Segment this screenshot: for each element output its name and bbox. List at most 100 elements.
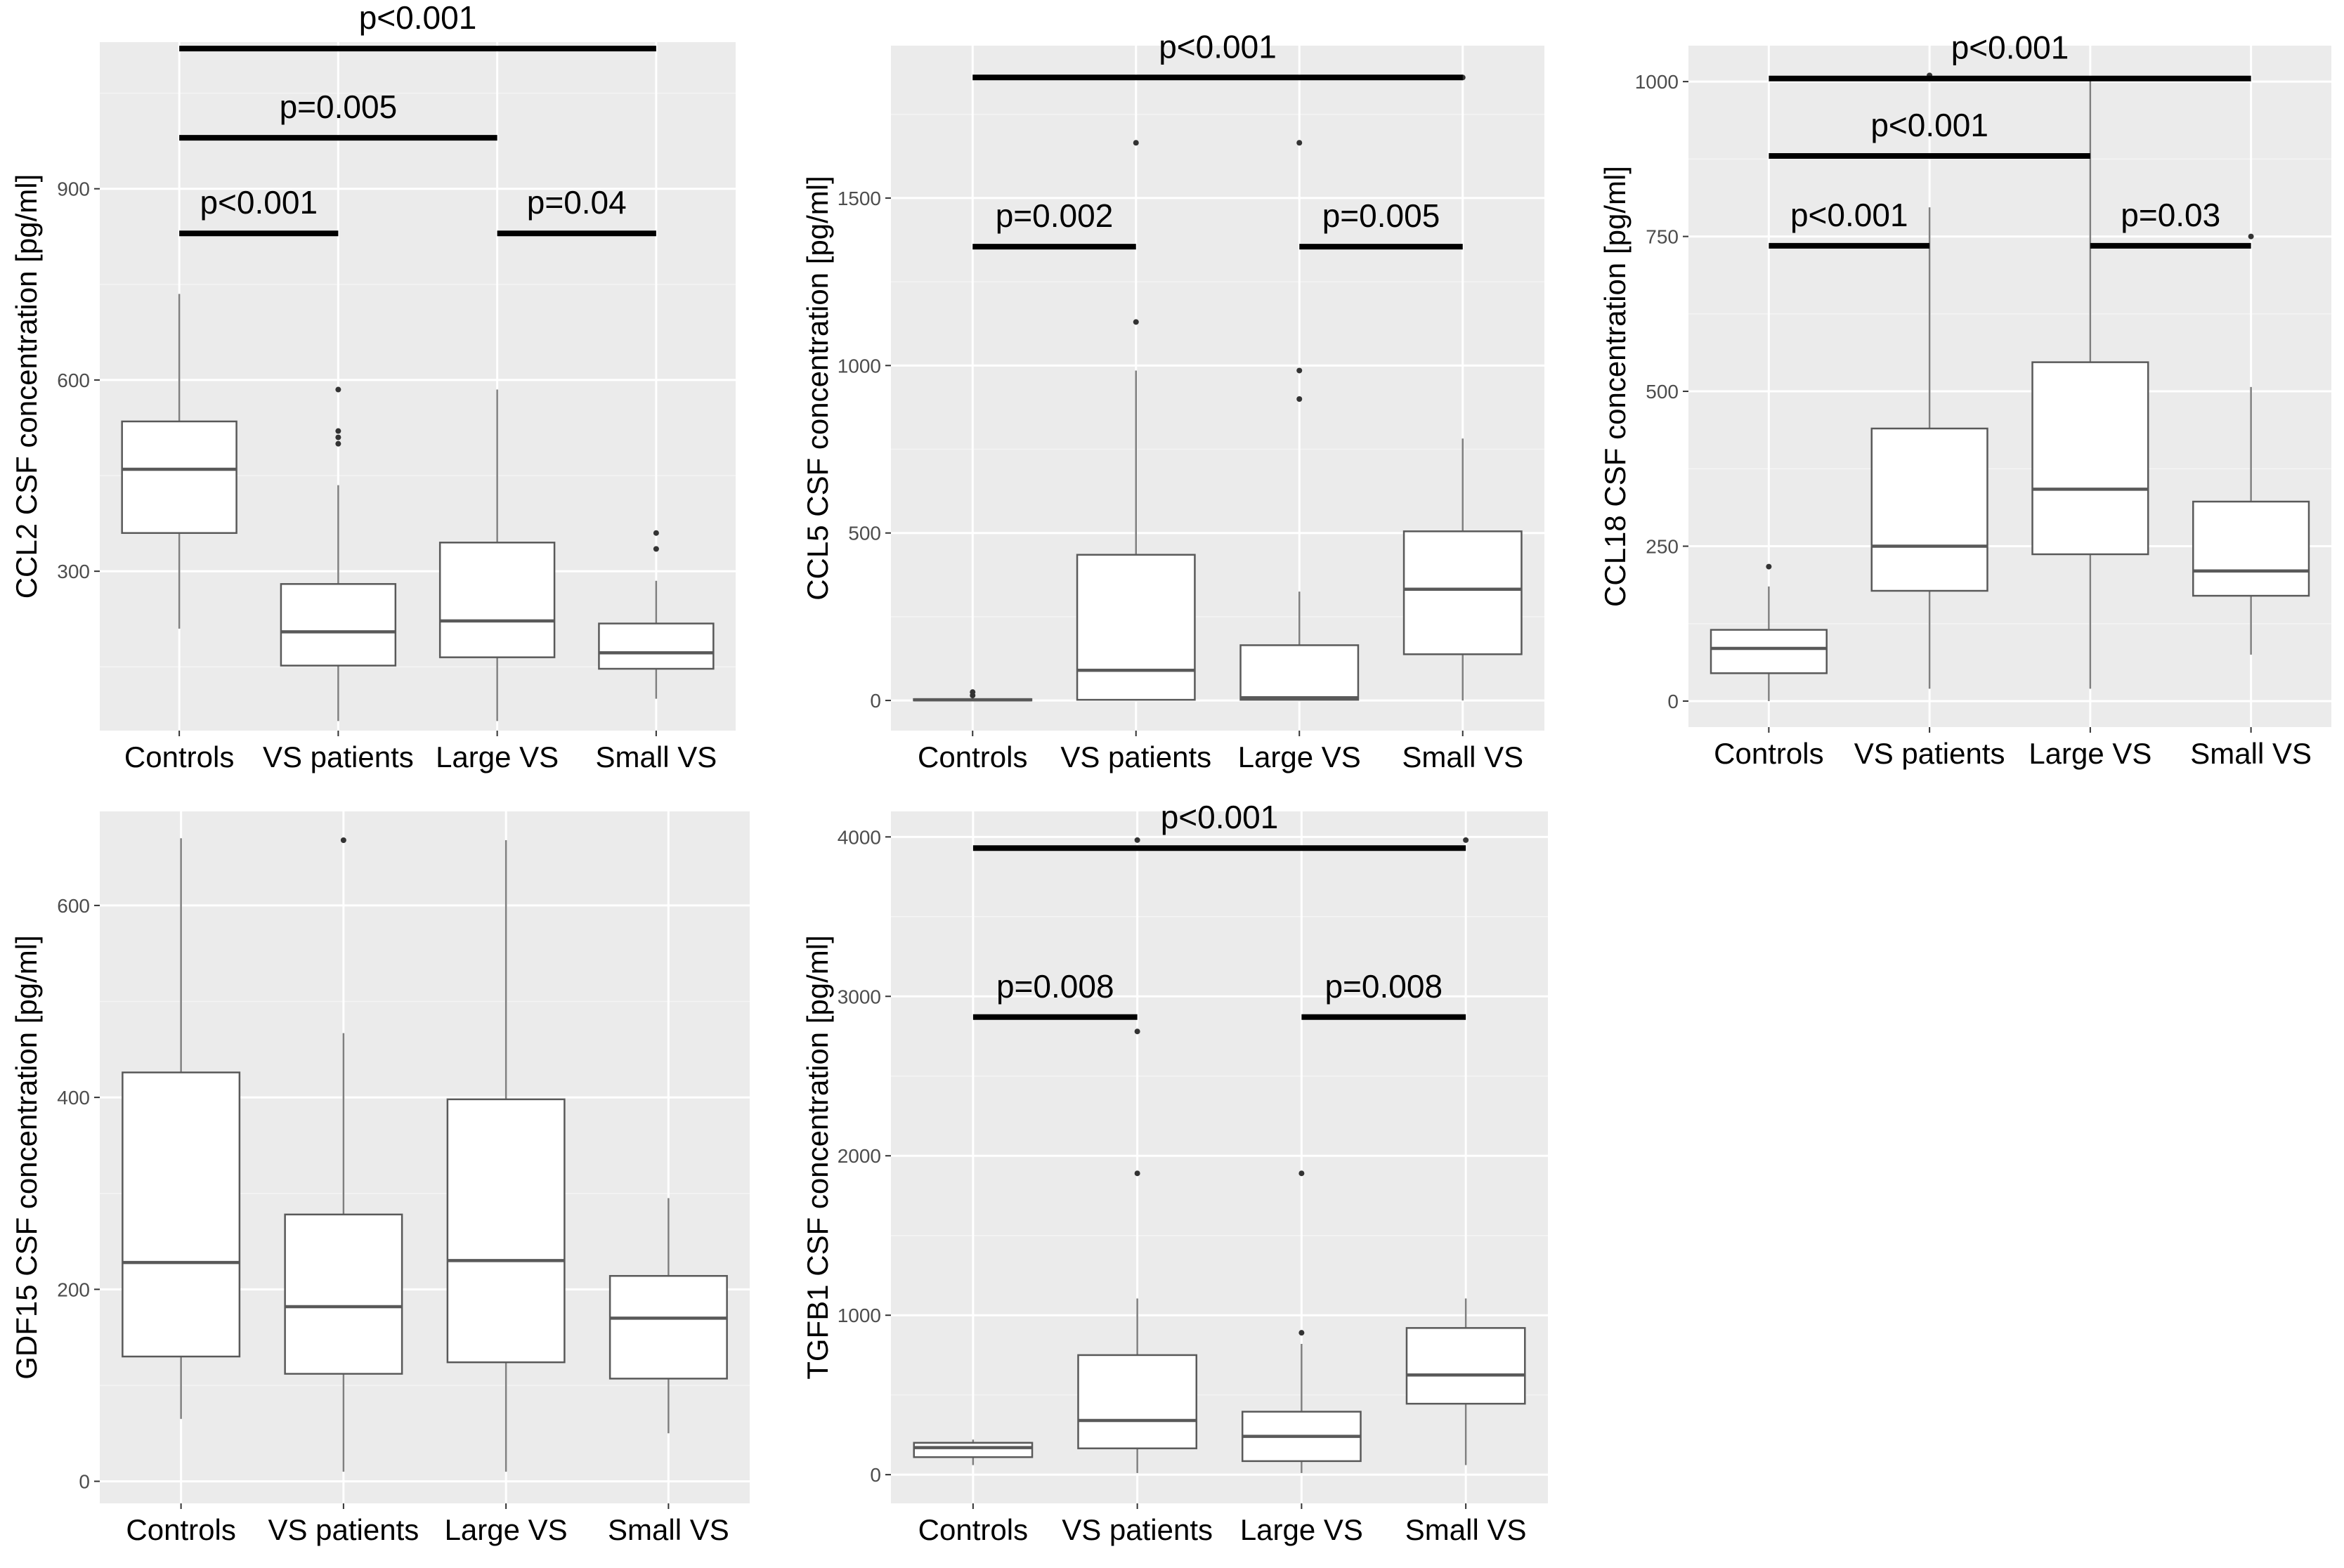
outlier-point <box>1298 1170 1305 1177</box>
box-iqr <box>121 420 237 534</box>
significance-label: p<0.001 <box>1159 28 1277 65</box>
x-tick-label: Controls <box>1714 737 1823 770</box>
box-iqr <box>1710 629 1828 674</box>
outlier-point <box>1133 319 1139 325</box>
significance-label: p=0.008 <box>1324 968 1443 1005</box>
outlier-point <box>335 428 341 434</box>
box-iqr <box>1239 644 1360 701</box>
box-iqr <box>280 583 397 667</box>
outlier-point <box>335 386 341 393</box>
outlier-point <box>653 530 659 536</box>
significance-label: p<0.001 <box>1161 799 1279 835</box>
y-tick-label: 1000 <box>838 1305 881 1326</box>
x-tick-label: Small VS <box>2190 737 2312 770</box>
x-tick-label: Large VS <box>1238 740 1361 773</box>
box-ccl2-1 <box>121 294 237 629</box>
box-ccl5-2 <box>1076 140 1196 701</box>
y-tick-label: 4000 <box>838 826 881 848</box>
y-tick-label: 0 <box>870 1464 881 1486</box>
box-gdf15-1 <box>122 838 241 1419</box>
box-ccl2-3 <box>438 389 556 721</box>
box-gdf15-4 <box>608 1198 728 1434</box>
y-axis-title: TGFB1 CSF concentration [pg/ml] <box>801 935 834 1380</box>
y-axis-title: CCL2 CSF concentration [pg/ml] <box>10 174 43 599</box>
y-tick-label: 250 <box>1646 536 1679 558</box>
x-tick-label: Large VS <box>1240 1513 1363 1546</box>
outlier-point <box>340 837 346 843</box>
box-ccl5-3 <box>1239 140 1360 701</box>
box-iqr <box>284 1213 403 1375</box>
outlier-point <box>1134 837 1140 843</box>
x-tick-label: Small VS <box>1402 740 1523 773</box>
y-tick-label: 1000 <box>1635 71 1679 93</box>
significance-label: p=0.008 <box>996 968 1114 1005</box>
y-tick-label: 500 <box>848 523 881 544</box>
box-tgfb1-1 <box>913 1439 1034 1465</box>
x-tick-label: Controls <box>124 740 234 773</box>
outlier-point <box>1296 396 1303 402</box>
outlier-point <box>1766 563 1772 570</box>
y-tick-label: 0 <box>1667 691 1679 712</box>
significance-label: p<0.001 <box>1951 30 2069 66</box>
box-ccl5-4 <box>1402 74 1523 701</box>
box-tgfb1-4 <box>1405 837 1526 1465</box>
box-iqr <box>446 1098 566 1364</box>
y-tick-label: 2000 <box>838 1145 881 1167</box>
significance-label: p=0.005 <box>1322 197 1440 234</box>
box-iqr <box>608 1274 728 1380</box>
outlier-point <box>1134 1170 1140 1177</box>
box-iqr <box>438 542 556 658</box>
box-ccl18-4 <box>2192 233 2310 655</box>
y-tick-label: 3000 <box>838 986 881 1007</box>
box-iqr <box>2031 361 2149 556</box>
y-tick-label: 0 <box>870 690 881 712</box>
box-tgfb1-3 <box>1241 1170 1362 1473</box>
significance-label: p<0.001 <box>1870 107 1988 143</box>
x-tick-label: VS patients <box>263 740 414 773</box>
box-ccl2-4 <box>598 530 715 699</box>
box-tgfb1-2 <box>1077 837 1198 1473</box>
box-iqr <box>913 1442 1034 1458</box>
x-tick-label: Small VS <box>596 740 717 773</box>
chart-ccl18: 0 250 500 750 1000 Controls VS patients Large V… <box>1599 30 2331 770</box>
y-tick-label: 750 <box>1646 226 1679 248</box>
outlier-point <box>653 546 659 552</box>
y-tick-label: 1500 <box>838 188 881 209</box>
y-tick-label: 600 <box>57 370 90 391</box>
x-tick-label: VS patients <box>268 1513 419 1546</box>
significance-label: p<0.001 <box>359 0 477 36</box>
x-tick-label: Large VS <box>436 740 559 773</box>
outlier-point <box>970 689 976 695</box>
panel-background <box>1688 46 2331 727</box>
chart-gdf15: 0 200 400 600 Controls VS patients Large VS Sma… <box>10 811 750 1546</box>
x-tick-label: Small VS <box>1405 1513 1527 1546</box>
chart-ccl5: 0 500 1000 1500 Controls VS patients Large VS S… <box>801 28 1544 773</box>
y-axis-title: CCL5 CSF concentration [pg/ml] <box>801 176 834 601</box>
box-iqr <box>1076 554 1196 701</box>
box-iqr <box>1402 530 1523 655</box>
box-iqr <box>1077 1354 1198 1449</box>
outlier-point <box>2248 233 2254 240</box>
x-tick-label: VS patients <box>1060 740 1211 773</box>
y-axis-title: CCL18 CSF concentration [pg/ml] <box>1599 166 1632 607</box>
outlier-point <box>1133 140 1139 146</box>
y-tick-label: 200 <box>57 1279 90 1300</box>
y-tick-label: 900 <box>57 178 90 200</box>
box-gdf15-3 <box>446 839 566 1472</box>
box-iqr <box>598 622 715 670</box>
x-tick-label: Large VS <box>445 1513 568 1546</box>
chart-ccl2: 300 600 900 Controls VS patients Large VS Smal… <box>10 0 736 773</box>
box-ccl5-1 <box>913 689 1033 702</box>
y-tick-label: 500 <box>1646 381 1679 403</box>
y-tick-label: 1000 <box>838 355 881 377</box>
box-iqr <box>122 1071 241 1358</box>
x-tick-label: Controls <box>918 1513 1028 1546</box>
outlier-point <box>1463 837 1469 843</box>
x-tick-label: Large VS <box>2029 737 2151 770</box>
box-ccl18-3 <box>2031 78 2149 689</box>
significance-label: p<0.001 <box>1790 197 1908 233</box>
y-tick-label: 0 <box>79 1471 90 1493</box>
x-tick-label: Controls <box>126 1513 235 1546</box>
box-ccl18-1 <box>1710 563 1828 701</box>
